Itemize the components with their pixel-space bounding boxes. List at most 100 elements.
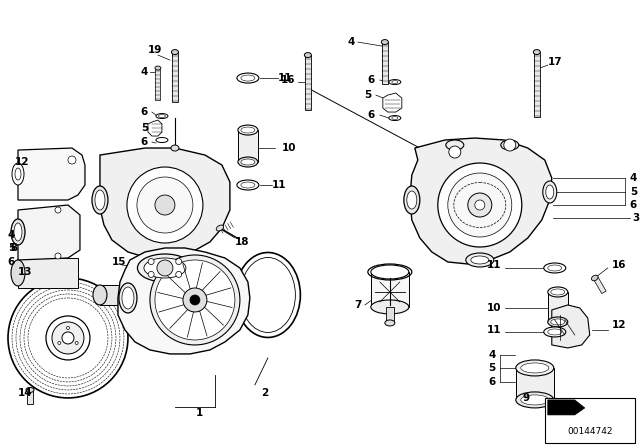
Circle shape: [150, 255, 240, 345]
Text: 10: 10: [282, 143, 296, 153]
Polygon shape: [410, 138, 552, 264]
Text: 5: 5: [630, 187, 637, 197]
Text: 10: 10: [487, 303, 502, 313]
Ellipse shape: [122, 287, 134, 309]
Ellipse shape: [591, 275, 598, 281]
Circle shape: [52, 322, 84, 354]
Bar: [548, 292, 568, 322]
Polygon shape: [548, 400, 585, 415]
Ellipse shape: [144, 258, 186, 278]
Text: 11: 11: [278, 73, 292, 83]
Text: 4: 4: [8, 230, 15, 240]
Circle shape: [75, 341, 78, 345]
Ellipse shape: [548, 265, 562, 271]
Circle shape: [67, 327, 70, 329]
Ellipse shape: [471, 256, 489, 264]
Text: 6: 6: [8, 257, 15, 267]
Text: 4: 4: [348, 37, 355, 47]
Ellipse shape: [241, 258, 296, 332]
Ellipse shape: [241, 127, 255, 133]
Text: 11: 11: [487, 260, 502, 270]
Circle shape: [155, 195, 175, 215]
Bar: [100, 285, 165, 305]
Ellipse shape: [26, 388, 34, 392]
Ellipse shape: [446, 140, 464, 150]
Bar: [382, 42, 388, 84]
Ellipse shape: [95, 190, 105, 210]
Circle shape: [137, 177, 193, 233]
Text: 8: 8: [10, 243, 17, 253]
Text: 19: 19: [148, 45, 162, 55]
Ellipse shape: [156, 113, 168, 119]
Ellipse shape: [500, 140, 519, 150]
Circle shape: [475, 200, 485, 210]
Ellipse shape: [238, 157, 258, 167]
Text: 17: 17: [547, 57, 562, 67]
Bar: [27, 390, 33, 404]
Ellipse shape: [216, 225, 223, 231]
Ellipse shape: [548, 317, 568, 327]
Ellipse shape: [238, 125, 258, 135]
Ellipse shape: [392, 116, 398, 120]
Bar: [371, 272, 409, 307]
Circle shape: [448, 173, 512, 237]
Polygon shape: [18, 205, 80, 260]
Circle shape: [449, 146, 461, 158]
Ellipse shape: [544, 327, 566, 337]
Ellipse shape: [159, 115, 165, 117]
Circle shape: [8, 278, 128, 398]
Text: 6: 6: [141, 137, 148, 147]
Circle shape: [190, 295, 200, 305]
Ellipse shape: [241, 159, 255, 165]
Circle shape: [183, 288, 207, 312]
Ellipse shape: [533, 50, 540, 55]
Circle shape: [68, 156, 76, 164]
Ellipse shape: [171, 145, 179, 151]
Circle shape: [468, 193, 492, 217]
Circle shape: [127, 167, 203, 243]
Ellipse shape: [371, 265, 409, 279]
Text: 11: 11: [487, 325, 502, 335]
Ellipse shape: [385, 320, 395, 326]
Text: 4: 4: [630, 173, 637, 183]
Ellipse shape: [521, 363, 548, 373]
Circle shape: [62, 332, 74, 344]
Ellipse shape: [155, 66, 161, 70]
Polygon shape: [118, 248, 250, 354]
Bar: [534, 52, 540, 117]
Text: 4: 4: [488, 350, 496, 360]
Ellipse shape: [14, 223, 22, 241]
Text: 5: 5: [141, 123, 148, 133]
Text: 16: 16: [280, 75, 295, 85]
Circle shape: [58, 341, 61, 345]
Bar: [172, 52, 178, 102]
Text: 6: 6: [488, 377, 496, 387]
Ellipse shape: [92, 186, 108, 214]
Bar: [386, 307, 394, 323]
Bar: [155, 68, 160, 100]
Bar: [516, 368, 554, 400]
Text: 1: 1: [196, 408, 204, 418]
Text: 6: 6: [367, 110, 375, 120]
Bar: [593, 276, 606, 293]
Bar: [545, 398, 635, 443]
Text: 14: 14: [18, 388, 33, 398]
Text: 4: 4: [141, 67, 148, 77]
Ellipse shape: [543, 181, 557, 203]
Ellipse shape: [172, 50, 179, 55]
Ellipse shape: [407, 191, 417, 209]
Ellipse shape: [404, 186, 420, 214]
Ellipse shape: [11, 260, 25, 286]
Bar: [305, 55, 311, 110]
Circle shape: [148, 271, 154, 277]
Ellipse shape: [15, 168, 21, 180]
Ellipse shape: [389, 116, 401, 121]
Ellipse shape: [466, 253, 494, 267]
Text: 3: 3: [633, 213, 640, 223]
Polygon shape: [552, 305, 590, 348]
Text: 2: 2: [261, 388, 269, 398]
Ellipse shape: [516, 360, 554, 376]
Text: 13: 13: [18, 267, 33, 277]
Text: 5: 5: [8, 243, 15, 253]
Ellipse shape: [138, 254, 193, 282]
